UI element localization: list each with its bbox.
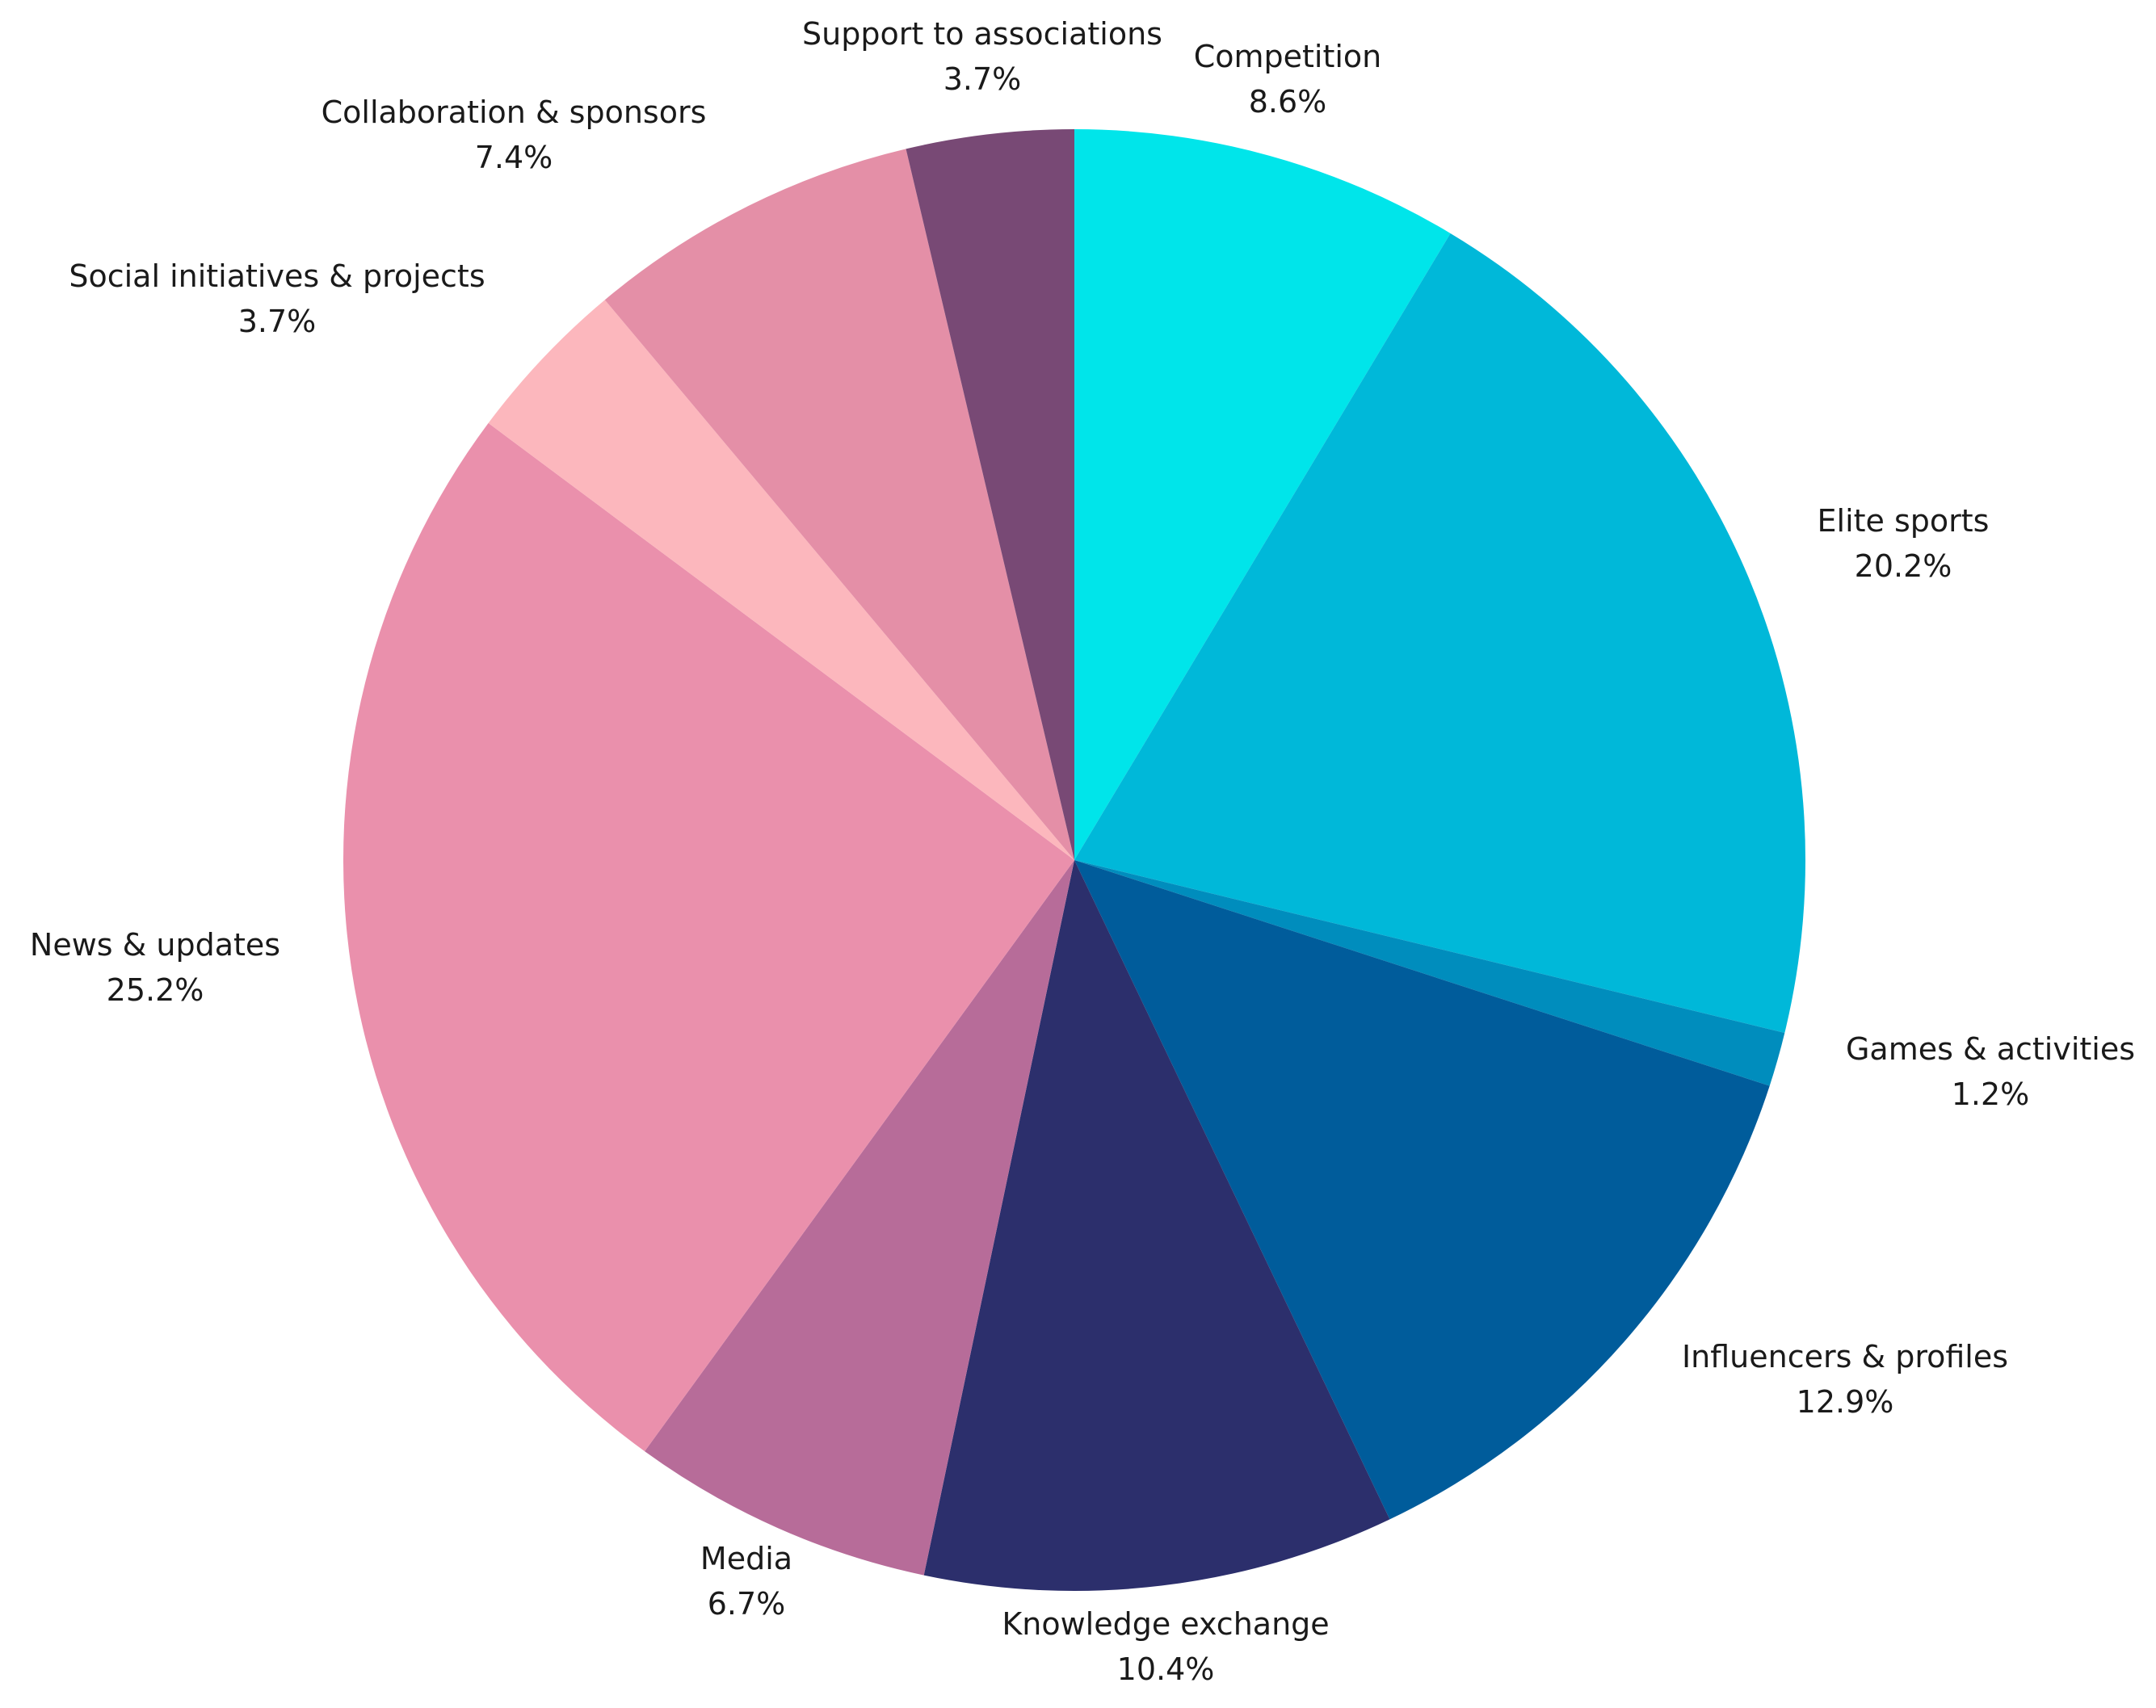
slice-label-collaboration-and-sponsors: Collaboration & sponsors	[322, 94, 707, 130]
slice-support-to-associations	[906, 129, 1074, 860]
slice-knowledge-exchange	[923, 860, 1390, 1591]
slice-news-and-updates	[343, 422, 1074, 1452]
slice-label-news-and-updates: News & updates	[30, 927, 280, 963]
slice-label-support-to-associations: Support to associations	[802, 16, 1162, 52]
pie-slices	[343, 129, 1805, 1591]
slice-label-games-and-activities: Games & activities	[1846, 1031, 2135, 1067]
slice-value-influencers-and-profiles: 12.9%	[1797, 1384, 1894, 1420]
slice-value-games-and-activities: 1.2%	[1952, 1076, 2030, 1112]
slice-media	[645, 860, 1074, 1576]
slice-value-elite-sports: 20.2%	[1855, 548, 1952, 584]
slice-value-social-initiatives-and-projects: 3.7%	[238, 304, 317, 339]
slice-label-influencers-and-profiles: Influencers & profiles	[1682, 1339, 2008, 1374]
slice-value-competition: 8.6%	[1249, 84, 1327, 120]
slice-label-media: Media	[700, 1541, 792, 1576]
pie-labels: Competition 8.6% Elite sports 20.2% Games & …	[30, 16, 2135, 1687]
slice-label-knowledge-exchange: Knowledge exchange	[1002, 1606, 1329, 1642]
slice-value-support-to-associations: 3.7%	[944, 61, 1022, 97]
slice-social-initiatives-and-projects	[488, 300, 1074, 860]
slice-label-social-initiatives-and-projects: Social initiatives & projects	[69, 258, 485, 294]
slice-elite-sports	[1074, 233, 1805, 1034]
slice-value-media: 6.7%	[708, 1586, 786, 1622]
slice-value-collaboration-and-sponsors: 7.4%	[475, 140, 553, 175]
slice-value-knowledge-exchange: 10.4%	[1117, 1651, 1215, 1687]
slice-influencers-and-profiles	[1074, 860, 1770, 1520]
slice-competition	[1074, 129, 1451, 860]
slice-label-competition: Competition	[1194, 39, 1382, 74]
slice-collaboration-and-sponsors	[604, 149, 1074, 861]
slice-games-and-activities	[1074, 860, 1785, 1086]
slice-value-news-and-updates: 25.2%	[107, 972, 204, 1008]
slice-label-elite-sports: Elite sports	[1818, 503, 1990, 539]
